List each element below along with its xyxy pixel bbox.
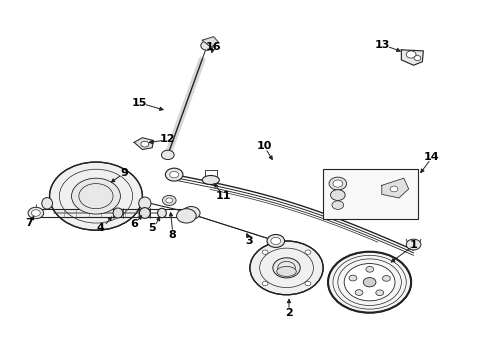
Circle shape	[305, 282, 311, 286]
Circle shape	[267, 234, 285, 247]
Polygon shape	[382, 178, 409, 198]
Text: 9: 9	[120, 168, 128, 178]
Circle shape	[349, 275, 357, 281]
Circle shape	[262, 250, 268, 254]
Text: 5: 5	[148, 224, 156, 233]
Circle shape	[332, 201, 343, 210]
Circle shape	[376, 290, 384, 296]
Circle shape	[344, 264, 395, 301]
Circle shape	[333, 180, 343, 187]
Circle shape	[305, 250, 311, 254]
Circle shape	[28, 207, 44, 219]
Text: 14: 14	[424, 152, 440, 162]
Text: 1: 1	[410, 239, 417, 249]
Circle shape	[355, 290, 363, 296]
Circle shape	[250, 241, 323, 295]
Text: 3: 3	[245, 236, 253, 246]
Ellipse shape	[42, 198, 52, 209]
Circle shape	[331, 190, 345, 201]
FancyBboxPatch shape	[323, 169, 418, 220]
Circle shape	[176, 209, 196, 223]
Circle shape	[366, 266, 374, 272]
Text: 2: 2	[285, 308, 293, 318]
Text: 6: 6	[131, 219, 139, 229]
Text: 11: 11	[215, 191, 231, 201]
Circle shape	[414, 55, 421, 60]
Ellipse shape	[202, 176, 220, 184]
Text: 12: 12	[160, 135, 175, 144]
Text: 8: 8	[169, 230, 176, 239]
Polygon shape	[202, 37, 219, 48]
Circle shape	[383, 275, 391, 281]
Circle shape	[49, 162, 143, 230]
Text: 7: 7	[25, 218, 33, 228]
Text: 15: 15	[131, 98, 147, 108]
Circle shape	[406, 239, 421, 250]
Circle shape	[170, 171, 178, 178]
Ellipse shape	[140, 208, 150, 219]
Ellipse shape	[139, 197, 151, 210]
Circle shape	[165, 168, 183, 181]
Text: 4: 4	[97, 224, 105, 233]
Text: 16: 16	[205, 42, 221, 51]
Text: 10: 10	[257, 141, 272, 151]
Circle shape	[273, 258, 300, 278]
Circle shape	[201, 41, 214, 50]
Circle shape	[182, 207, 200, 220]
Polygon shape	[134, 138, 154, 149]
Text: 13: 13	[375, 40, 391, 50]
Circle shape	[329, 177, 346, 190]
Circle shape	[166, 198, 172, 203]
Circle shape	[271, 237, 281, 244]
Circle shape	[390, 186, 398, 192]
Circle shape	[31, 210, 40, 216]
Ellipse shape	[277, 266, 296, 276]
Circle shape	[161, 150, 174, 159]
Circle shape	[72, 178, 121, 214]
Polygon shape	[401, 50, 423, 65]
Circle shape	[363, 278, 376, 287]
Circle shape	[141, 141, 149, 147]
Ellipse shape	[113, 208, 123, 218]
Ellipse shape	[158, 208, 166, 218]
Circle shape	[406, 51, 416, 58]
Circle shape	[262, 282, 268, 286]
Circle shape	[162, 195, 176, 206]
Circle shape	[328, 252, 411, 313]
